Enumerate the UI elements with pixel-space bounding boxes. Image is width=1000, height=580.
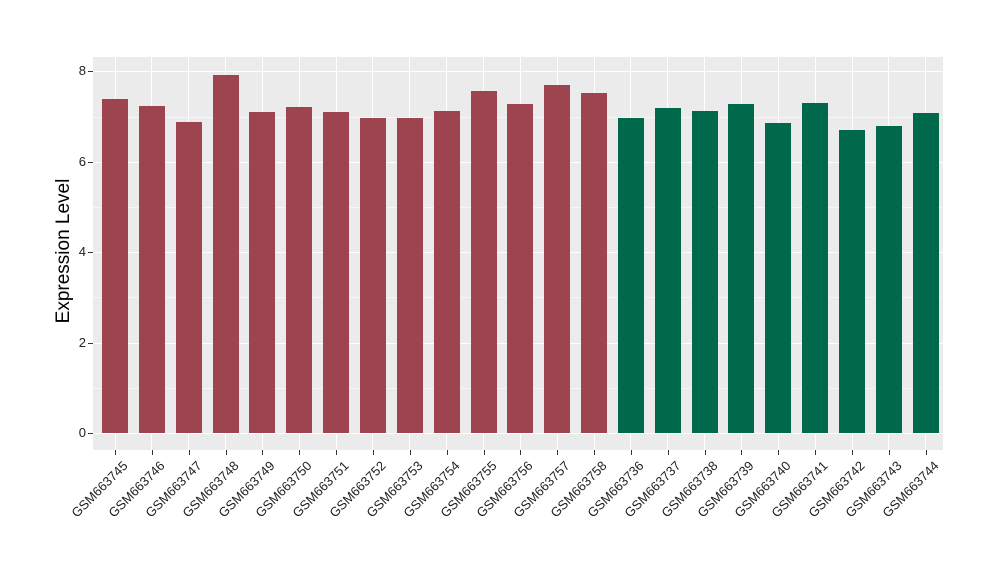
bar-GSM663753 [396,117,423,433]
x-tick-mark-GSM663755 [483,450,485,455]
y-tick-label-4: 4 [78,244,86,260]
y-tick-label-6: 6 [78,153,86,169]
bar-GSM663741 [802,102,829,433]
x-tick-mark-GSM663739 [741,450,743,455]
bar-GSM663740 [765,122,792,433]
y-tick-label-8: 8 [78,63,86,79]
bar-GSM663752 [359,117,386,433]
bar-GSM663736 [617,118,644,433]
x-tick-mark-GSM663737 [667,450,669,455]
bar-GSM663755 [470,90,497,433]
x-tick-mark-GSM663742 [852,450,853,455]
x-tick-mark-GSM663740 [778,450,780,455]
x-tick-mark-GSM663748 [225,450,227,455]
bar-GSM663750 [286,106,313,433]
x-tick-mark-GSM663741 [815,450,817,455]
x-tick-mark-GSM663758 [594,450,596,455]
x-tick-mark-GSM663749 [262,450,264,455]
bar-GSM663756 [507,104,534,433]
y-tick-mark-8 [88,71,93,73]
bar-GSM663749 [249,112,276,433]
x-tick-mark-GSM663757 [557,450,559,455]
x-tick-mark-GSM663745 [115,450,116,455]
x-tick-mark-GSM663751 [336,450,338,455]
bar-GSM663748 [212,74,239,433]
bar-GSM663758 [581,93,608,433]
x-tick-mark-GSM663747 [188,450,190,455]
y-tick-label-2: 2 [78,334,86,350]
y-tick-mark-0 [88,433,93,434]
bar-GSM663737 [654,107,681,433]
bar-GSM663757 [544,84,571,433]
bar-GSM663745 [102,98,128,433]
bar-GSM663739 [728,104,755,433]
bar-GSM663738 [691,110,718,433]
bar-GSM663742 [839,130,865,433]
x-tick-mark-GSM663754 [446,450,448,455]
y-tick-mark-2 [88,342,93,344]
x-tick-mark-GSM663744 [925,450,927,455]
bar-GSM663743 [875,125,902,433]
x-tick-mark-GSM663753 [409,450,411,455]
x-tick-mark-GSM663743 [888,450,890,455]
plot-panel [93,57,943,450]
bar-GSM663754 [433,110,460,433]
y-tick-mark-4 [88,252,93,254]
x-tick-mark-GSM663752 [372,450,374,455]
bar-GSM663744 [912,113,939,433]
x-tick-mark-GSM663750 [299,450,301,455]
bar-GSM663746 [138,106,165,433]
gridline-major-y-0 [93,433,943,434]
bar-GSM663747 [175,121,202,433]
gridline-major-y-8 [93,71,943,73]
y-tick-label-0: 0 [78,425,86,440]
x-tick-mark-GSM663738 [704,450,706,455]
x-tick-mark-GSM663756 [520,450,522,455]
y-tick-mark-6 [88,161,93,163]
x-tick-mark-GSM663736 [630,450,632,455]
x-tick-mark-GSM663746 [151,450,153,455]
bar-GSM663751 [323,112,350,433]
